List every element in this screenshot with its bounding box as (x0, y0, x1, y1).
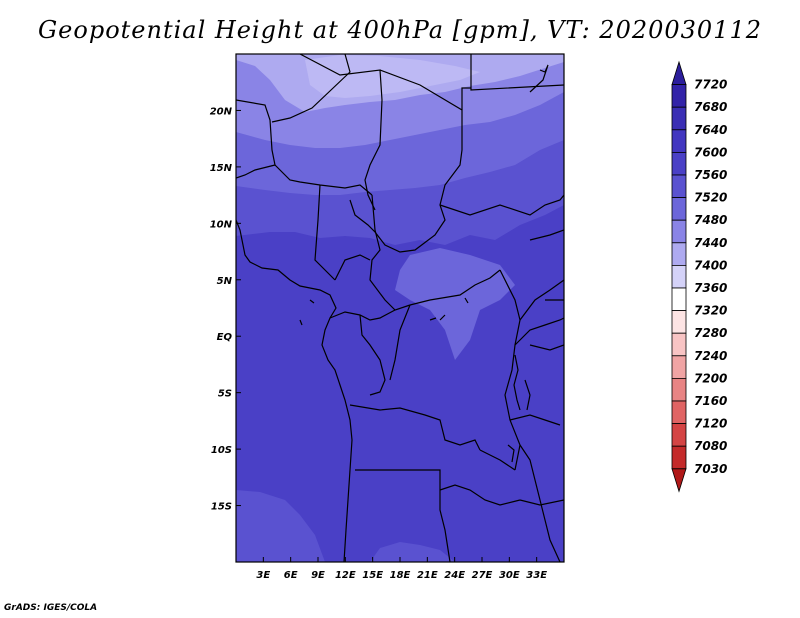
lon-tick-label: 15E (362, 570, 383, 581)
colorbar-label: 7030 (694, 462, 727, 476)
colorbar-swatch (671, 287, 687, 312)
lat-tick-label: 5S (218, 389, 232, 400)
colorbar-swatch (671, 84, 687, 108)
lat-tick-label: 10S (211, 445, 232, 456)
colorbar-swatch (671, 129, 687, 153)
colorbar-label: 7360 (694, 281, 727, 295)
colorbar-swatch (671, 60, 687, 85)
lat-tick-label: EQ (217, 332, 233, 343)
colorbar-label: 7560 (694, 168, 727, 182)
colorbar-swatch (671, 445, 687, 470)
colorbar-label: 7160 (694, 394, 727, 408)
colorbar-label: 7320 (694, 304, 727, 318)
colorbar-label: 7080 (694, 439, 727, 453)
colorbar-swatch (671, 151, 687, 176)
lat-tick-label: 15N (210, 163, 233, 174)
colorbar-swatch (671, 332, 687, 357)
lon-tick-label: 30E (499, 570, 520, 581)
lat-axis: 20N 15N 10N 5N EQ 5S 10S 15S (210, 106, 241, 513)
colorbar: 7720 7680 7640 7600 7560 7520 7480 7440 7400 7360… (671, 60, 727, 493)
lon-tick-label: 6E (284, 570, 298, 581)
colorbar-swatch (671, 264, 687, 289)
patch-central-2 (420, 262, 440, 282)
lon-tick-label: 24E (444, 570, 465, 581)
colorbar-label: 7640 (694, 123, 727, 137)
lon-tick-label: 3E (256, 570, 270, 581)
lat-tick-label: 20N (210, 106, 233, 117)
lon-tick-label: 27E (472, 570, 493, 581)
colorbar-label: 7280 (694, 326, 727, 340)
colorbar-label: 7200 (694, 371, 727, 385)
colorbar-swatch (671, 310, 687, 334)
colorbar-label: 7400 (694, 258, 727, 272)
colorbar-label: 7440 (694, 236, 727, 250)
lat-tick-label: 15S (211, 502, 232, 513)
colorbar-swatch (671, 174, 687, 199)
colorbar-label: 7240 (694, 349, 727, 363)
chart-title: Geopotential Height at 400hPa [gpm], VT:… (38, 16, 762, 44)
grads-credit: GrADS: IGES/COLA (4, 603, 98, 613)
colorbar-label: 7120 (694, 417, 727, 431)
lon-tick-label: 12E (335, 570, 356, 581)
colorbar-label: 7520 (694, 191, 727, 205)
colorbar-label: 7600 (694, 145, 727, 159)
lon-tick-label: 33E (526, 570, 547, 581)
colorbar-swatch (671, 219, 687, 244)
band-s (370, 542, 455, 562)
lon-tick-label: 9E (311, 570, 325, 581)
colorbar-swatch (671, 423, 687, 447)
lat-tick-label: 10N (210, 219, 233, 230)
colorbar-swatch (671, 355, 687, 379)
colorbar-swatch (671, 197, 687, 221)
colorbar-swatch (671, 400, 687, 425)
band-sw (236, 490, 325, 562)
lon-tick-label: 18E (390, 570, 411, 581)
colorbar-label: 7680 (694, 100, 727, 114)
colorbar-label: 7720 (694, 78, 727, 92)
colorbar-label: 7480 (694, 213, 727, 227)
colorbar-swatch (671, 242, 687, 266)
colorbar-swatch (671, 377, 687, 402)
colorbar-swatch (671, 468, 687, 493)
lat-tick-label: 5N (217, 276, 233, 287)
colorbar-swatch (671, 106, 687, 131)
lon-axis: 3E 6E 9E 12E 15E 18E 21E 24E 27E 30E 33E (256, 557, 547, 581)
lon-tick-label: 21E (417, 570, 438, 581)
map-borders (236, 54, 564, 562)
